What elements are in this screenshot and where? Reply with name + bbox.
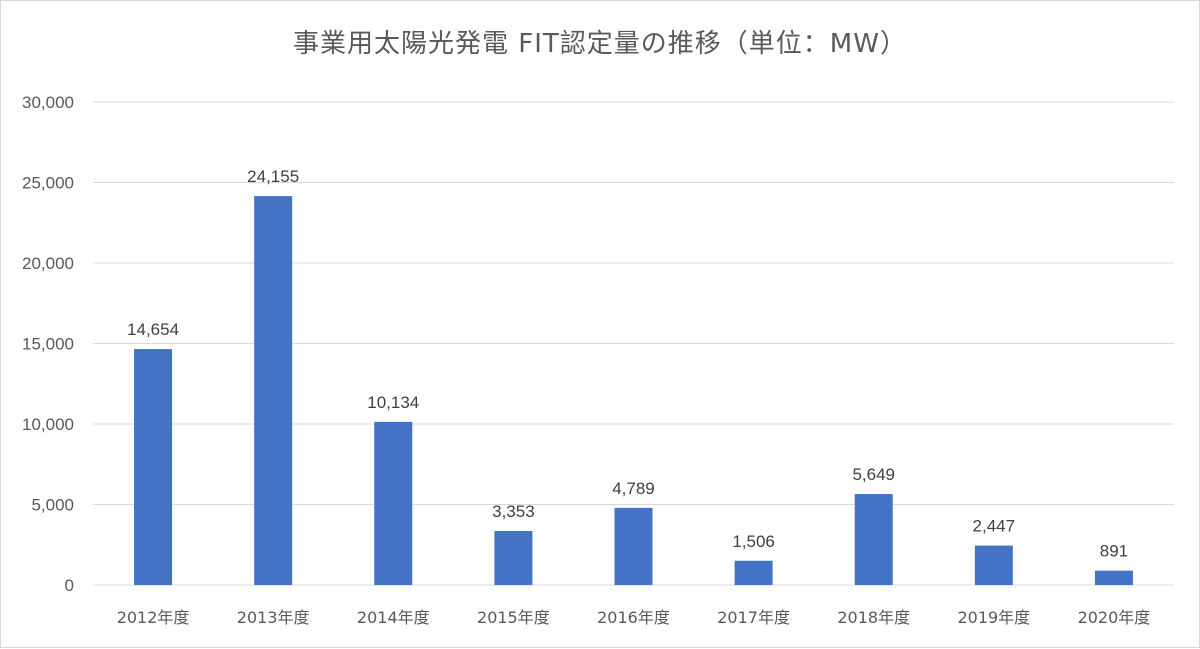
x-tick-label: 2018年度 (837, 608, 910, 627)
y-tick-label: 30,000 (22, 93, 74, 112)
bar (374, 421, 413, 585)
x-tick-label: 2015年度 (477, 608, 550, 627)
data-label: 5,649 (852, 465, 895, 484)
bar (254, 196, 293, 586)
bar (854, 494, 893, 585)
x-tick-label: 2012年度 (117, 608, 190, 627)
bar (134, 349, 173, 585)
data-label: 4,789 (612, 479, 655, 498)
data-label: 891 (1100, 542, 1128, 561)
data-label: 14,654 (127, 320, 179, 339)
x-tick-label: 2013年度 (237, 608, 310, 627)
y-tick-label: 20,000 (22, 254, 74, 273)
chart-title: 事業用太陽光発電 FIT認定量の推移（単位：MW） (293, 29, 907, 59)
x-tick-label: 2020年度 (1078, 608, 1151, 627)
x-tick-label: 2017年度 (717, 608, 790, 627)
bar (1094, 570, 1133, 585)
bar (614, 507, 653, 585)
data-label: 2,447 (973, 517, 1016, 536)
data-label: 10,134 (367, 393, 419, 412)
x-tick-label: 2014年度 (357, 608, 430, 627)
y-tick-label: 10,000 (22, 415, 74, 434)
x-tick-label: 2016年度 (597, 608, 670, 627)
bar (974, 545, 1013, 585)
y-tick-label: 25,000 (22, 174, 74, 193)
data-label: 1,506 (732, 532, 775, 551)
y-tick-label: 5,000 (31, 496, 74, 515)
data-label: 3,353 (492, 502, 535, 521)
y-tick-label: 15,000 (22, 335, 74, 354)
x-tick-label: 2019年度 (957, 608, 1030, 627)
bar (494, 531, 533, 585)
bar (734, 560, 773, 585)
y-tick-label: 0 (65, 576, 74, 595)
data-label: 24,155 (247, 167, 299, 186)
